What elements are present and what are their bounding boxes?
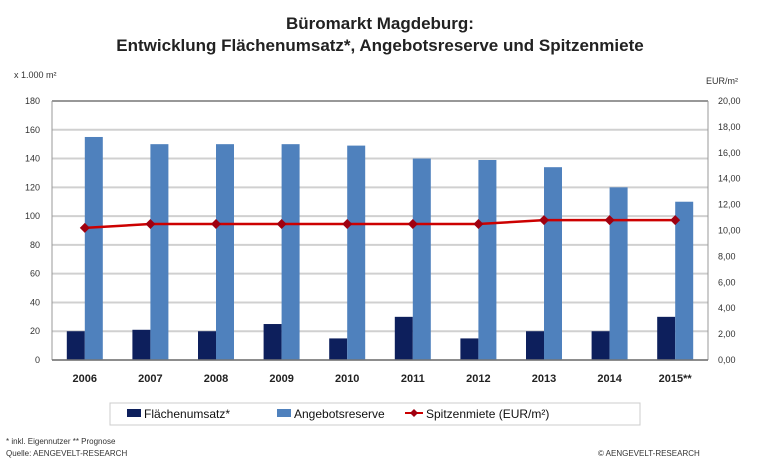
bar-flaechenumsatz <box>329 338 348 360</box>
bar-flaechenumsatz <box>657 316 676 360</box>
x-tick-label: 2012 <box>466 373 490 385</box>
bar-angebotsreserve <box>150 144 169 360</box>
y2-tick-label: 8,00 <box>718 251 736 261</box>
legend-swatch-flaechenumsatz <box>127 409 141 417</box>
marker-spitzenmiete <box>473 219 484 230</box>
bar-angebotsreserve <box>216 144 234 360</box>
y-tick-label: 0 <box>35 355 40 365</box>
bar-angebotsreserve <box>84 136 103 360</box>
y2-tick-label: 4,00 <box>718 303 736 313</box>
x-tick-label: 2014 <box>597 373 622 385</box>
y-tick-label: 140 <box>25 154 40 164</box>
marker-spitzenmiete <box>342 219 353 230</box>
x-tick-label: 2008 <box>204 373 228 385</box>
y2-tick-label: 12,00 <box>718 200 741 210</box>
legend-marker-spitzenmiete <box>410 409 418 417</box>
bar-flaechenumsatz <box>132 329 151 360</box>
y-tick-label: 120 <box>25 182 40 192</box>
y-tick-label: 100 <box>25 211 40 221</box>
line-spitzenmiete <box>84 218 676 230</box>
y2-tick-label: 20,00 <box>718 96 741 106</box>
x-tick-label: 2010 <box>335 373 359 385</box>
bar-flaechenumsatz <box>460 338 479 360</box>
marker-spitzenmiete <box>539 215 549 226</box>
bar-angebotsreserve <box>347 145 366 360</box>
y-tick-label: 80 <box>30 240 40 250</box>
marker-spitzenmiete <box>79 222 90 233</box>
bar-flaechenumsatz <box>394 316 413 360</box>
legend-label: Flächenumsatz* <box>144 407 230 421</box>
bar-angebotsreserve <box>478 159 497 360</box>
footnote: * inkl. Eigennutzer ** Prognose <box>6 437 116 446</box>
y-tick-label: 60 <box>30 269 40 279</box>
legend-swatch-angebotsreserve <box>277 409 291 417</box>
y2-tick-label: 10,00 <box>718 226 741 236</box>
y2-tick-label: 16,00 <box>718 148 741 158</box>
y-tick-label: 40 <box>30 297 40 307</box>
bar-flaechenumsatz <box>198 331 216 360</box>
y2-tick-label: 14,00 <box>718 174 741 184</box>
marker-spitzenmiete <box>145 219 156 230</box>
source-note: Quelle: AENGEVELT-RESEARCH <box>6 449 128 458</box>
marker-spitzenmiete <box>604 215 615 226</box>
marker-spitzenmiete <box>407 219 418 230</box>
legend-label: Angebotsreserve <box>294 407 385 421</box>
x-tick-label: 2011 <box>401 373 425 385</box>
y-axis-label: x 1.000 m² <box>14 70 57 80</box>
bar-flaechenumsatz <box>591 331 610 360</box>
y2-tick-label: 6,00 <box>718 277 736 287</box>
y-tick-label: 20 <box>30 326 40 336</box>
bar-flaechenumsatz <box>66 331 85 360</box>
bar-angebotsreserve <box>544 167 562 360</box>
y-tick-label: 180 <box>25 96 40 106</box>
y2-tick-label: 18,00 <box>718 122 741 132</box>
legend-label: Spitzenmiete (EUR/m²) <box>426 407 549 421</box>
y2-axis-label: EUR/m² <box>706 76 738 86</box>
x-tick-label: 2013 <box>532 373 556 385</box>
bar-angebotsreserve <box>412 158 431 360</box>
y2-tick-label: 0,00 <box>718 355 736 365</box>
y-tick-label: 160 <box>25 125 40 135</box>
chart-title: Büromarkt Magdeburg: <box>286 14 474 33</box>
copyright: © AENGEVELT-RESEARCH <box>598 449 700 458</box>
bar-angebotsreserve <box>281 144 300 360</box>
y2-tick-label: 2,00 <box>718 329 736 339</box>
x-tick-label: 2015** <box>659 373 693 385</box>
legend-box <box>109 402 641 426</box>
bar-flaechenumsatz <box>263 324 282 360</box>
x-tick-label: 2007 <box>138 373 162 385</box>
x-tick-label: 2006 <box>73 373 97 385</box>
marker-spitzenmiete <box>211 219 221 230</box>
chart-subtitle: Entwicklung Flächenumsatz*, Angebotsrese… <box>116 36 644 55</box>
marker-spitzenmiete <box>670 215 681 226</box>
bar-flaechenumsatz <box>526 331 544 360</box>
bar-angebotsreserve <box>675 201 694 360</box>
marker-spitzenmiete <box>276 219 287 230</box>
bar-angebotsreserve <box>609 187 628 360</box>
x-tick-label: 2009 <box>269 373 293 385</box>
